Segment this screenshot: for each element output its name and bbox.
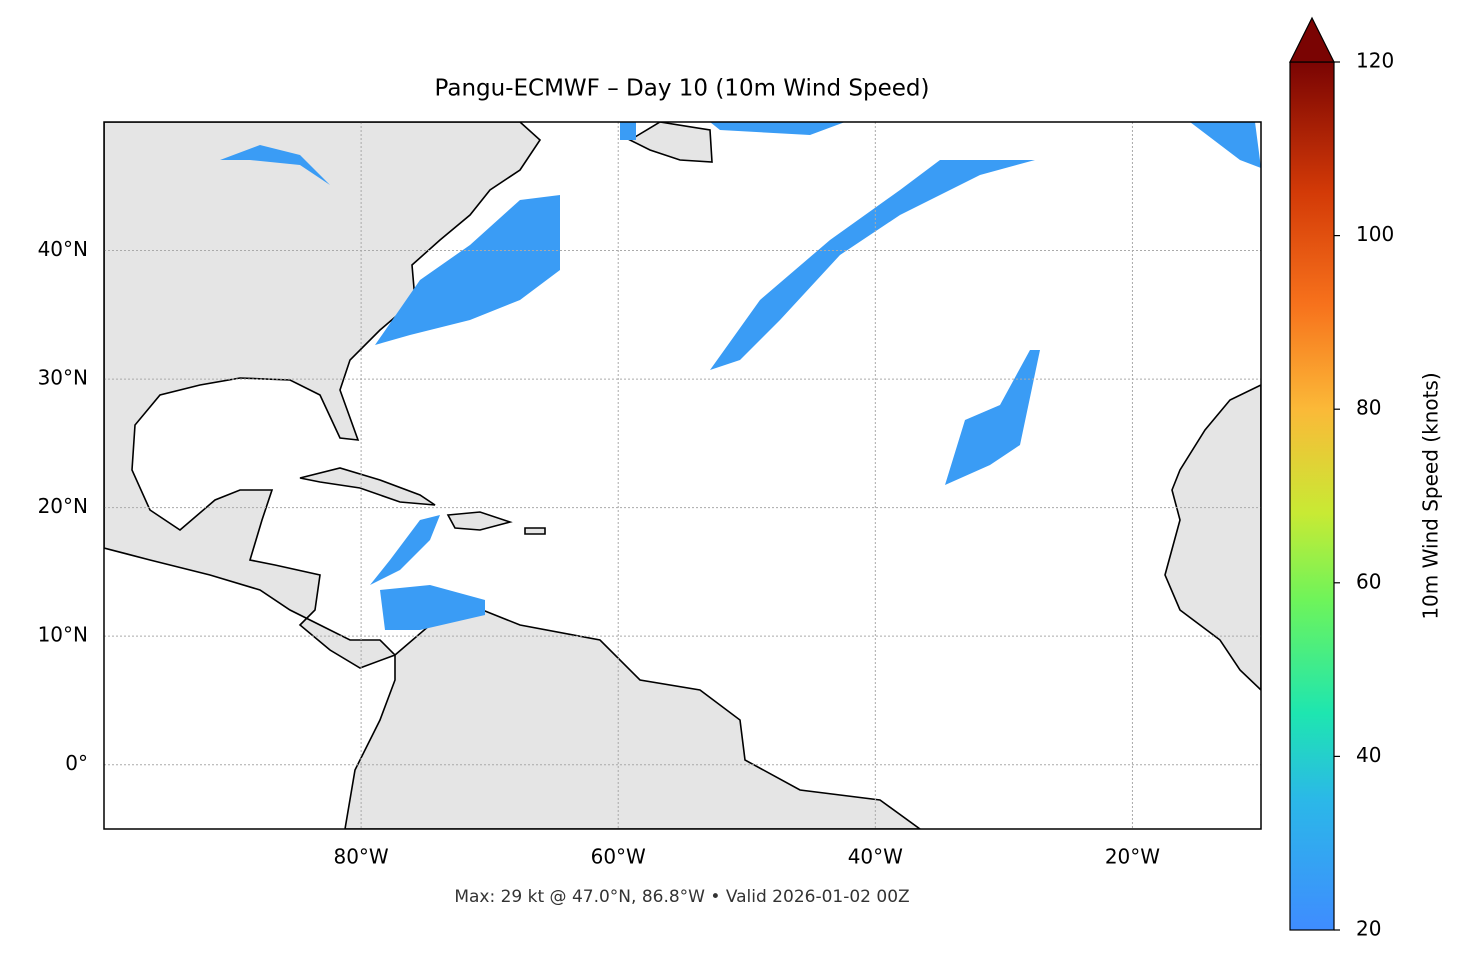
x-tick-label: 60°W: [591, 845, 646, 869]
y-tick-label: 10°N: [38, 623, 88, 647]
y-tick-label: 20°N: [38, 494, 88, 518]
map-area: [104, 122, 1261, 829]
wind-swath: [945, 350, 1040, 485]
wind-swath: [380, 585, 485, 630]
colorbar-tick-label: 100: [1356, 222, 1394, 246]
colorbar-tick-label: 120: [1356, 49, 1394, 73]
map-frame: [103, 121, 1262, 830]
colorbar-tick-label: 40: [1356, 743, 1381, 767]
wind-swath: [375, 195, 560, 345]
x-tick-label: 20°W: [1105, 845, 1160, 869]
y-tick-label: 30°N: [38, 366, 88, 390]
hispaniola: [446, 511, 513, 531]
colorbar-tick-label: 20: [1356, 917, 1381, 941]
newfoundland: [628, 122, 713, 163]
colorbar-extend: [1289, 16, 1335, 63]
x-tick-label: 40°W: [848, 845, 903, 869]
puerto-rico: [524, 527, 546, 535]
cuba: [299, 467, 436, 506]
colorbar-tick-label: 80: [1356, 396, 1381, 420]
north-america: [104, 122, 542, 669]
south-america: [344, 604, 922, 829]
colorbar-label: 10m Wind Speed (knots): [1419, 372, 1443, 619]
colorbar: [1289, 61, 1335, 931]
y-tick-label: 40°N: [38, 237, 88, 261]
colorbar-tick-label: 60: [1356, 569, 1381, 593]
map-title: Pangu-ECMWF – Day 10 (10m Wind Speed): [435, 76, 930, 102]
wind-swath: [710, 160, 1035, 370]
x-tick-label: 80°W: [333, 845, 388, 869]
gridlines: [104, 122, 1261, 829]
y-tick-label: 0°: [65, 751, 88, 775]
footnote: Max: 29 kt @ 47.0°N, 86.8°W • Valid 2026…: [454, 887, 909, 907]
africa: [1164, 384, 1261, 692]
wind-swath: [370, 515, 440, 585]
